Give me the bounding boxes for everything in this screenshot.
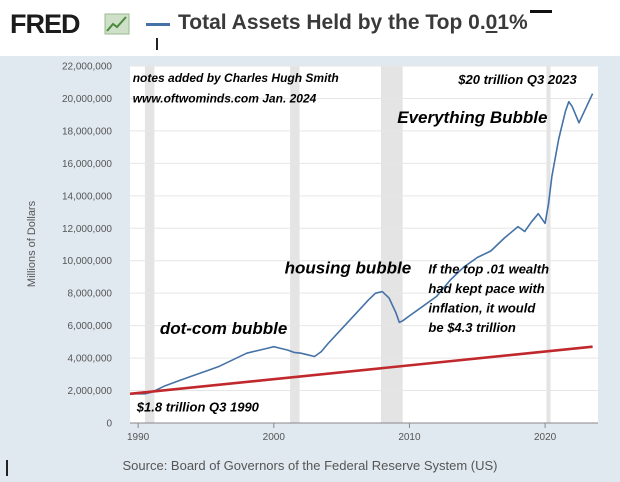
annotation-10: $1.8 trillion Q3 1990: [136, 400, 260, 415]
x-tick-label-2: 2010: [398, 432, 421, 443]
plot-background: [130, 66, 598, 423]
chart-header: FRED Total Assets Held by the Top 0.01%: [0, 0, 620, 56]
series-line-1: [129, 345, 593, 396]
y-tick-label-10: 20,000,000: [62, 94, 112, 105]
y-tick-label-3: 6,000,000: [68, 321, 113, 332]
y-tick-label-9: 18,000,000: [62, 126, 112, 137]
title-text-b: 0: [485, 11, 498, 34]
x-tick-label-3: 2020: [534, 432, 557, 443]
x-tick-label-0: 1990: [127, 432, 150, 443]
fred-logo: FRED: [10, 9, 80, 39]
y-tick-label-6: 12,000,000: [62, 224, 112, 235]
plot-area: 0 2,000,000 4,000,000 6,000,000 8,000,000 10,…: [26, 62, 598, 443]
y-axis-label: Millions of Dollars: [26, 200, 38, 287]
cursor-tick: [6, 460, 8, 476]
annotations: notes added by Charles Hugh Smith www.oft…: [133, 71, 578, 414]
recession-bands: [144, 66, 551, 423]
y-tick-label-0: 0: [106, 419, 112, 430]
annotation-8: be $4.3 trillion: [428, 320, 515, 335]
recession-band-3: [546, 66, 551, 423]
recession-band-1: [290, 66, 300, 423]
y-tick-label-1: 2,000,000: [68, 386, 113, 397]
annotation-6: had kept pace with: [428, 281, 544, 296]
annotation-2: $20 trillion Q3 2023: [457, 72, 577, 87]
series-lines: [129, 93, 594, 396]
x-tick-label-1: 2000: [263, 432, 286, 443]
fred-graph-icon: [104, 13, 130, 35]
y-tick-label-11: 22,000,000: [62, 62, 112, 73]
annotation-0: notes added by Charles Hugh Smith: [133, 71, 339, 85]
title-text-c: 1%: [497, 11, 528, 34]
annotation-1: www.oftwominds.com Jan. 2024: [133, 92, 317, 106]
annotation-4: housing bubble: [285, 259, 412, 278]
gridlines: [130, 65, 598, 424]
x-axis-ticks: 1990 2000 2010 2020: [127, 422, 598, 443]
legend-series-line: [146, 23, 170, 26]
source-note: Source: Board of Governors of the Federa…: [122, 458, 498, 473]
y-tick-label-5: 10,000,000: [62, 256, 112, 267]
annotation-3: Everything Bubble: [397, 108, 547, 127]
recession-band-2: [380, 66, 403, 423]
annotation-9: dot-com bubble: [160, 319, 287, 338]
edit-mark: [530, 10, 552, 13]
y-tick-label-4: 8,000,000: [68, 289, 113, 300]
annotation-5: If the top .01 wealth: [428, 262, 549, 277]
y-tick-label-2: 4,000,000: [68, 354, 113, 365]
series-line-0: [131, 93, 594, 395]
recession-band-0: [144, 66, 155, 423]
y-tick-label-8: 16,000,000: [62, 159, 112, 170]
annotation-7: inflation, it would: [428, 301, 536, 316]
y-axis-ticks: 0 2,000,000 4,000,000 6,000,000 8,000,000 10,…: [62, 62, 113, 430]
chart-title: Total Assets Held by the Top 0.01%: [178, 11, 528, 35]
y-tick-label-7: 14,000,000: [62, 191, 112, 202]
text-cursor-mark: [156, 38, 158, 50]
title-text-a: Total Assets Held by the Top 0.: [178, 11, 486, 34]
